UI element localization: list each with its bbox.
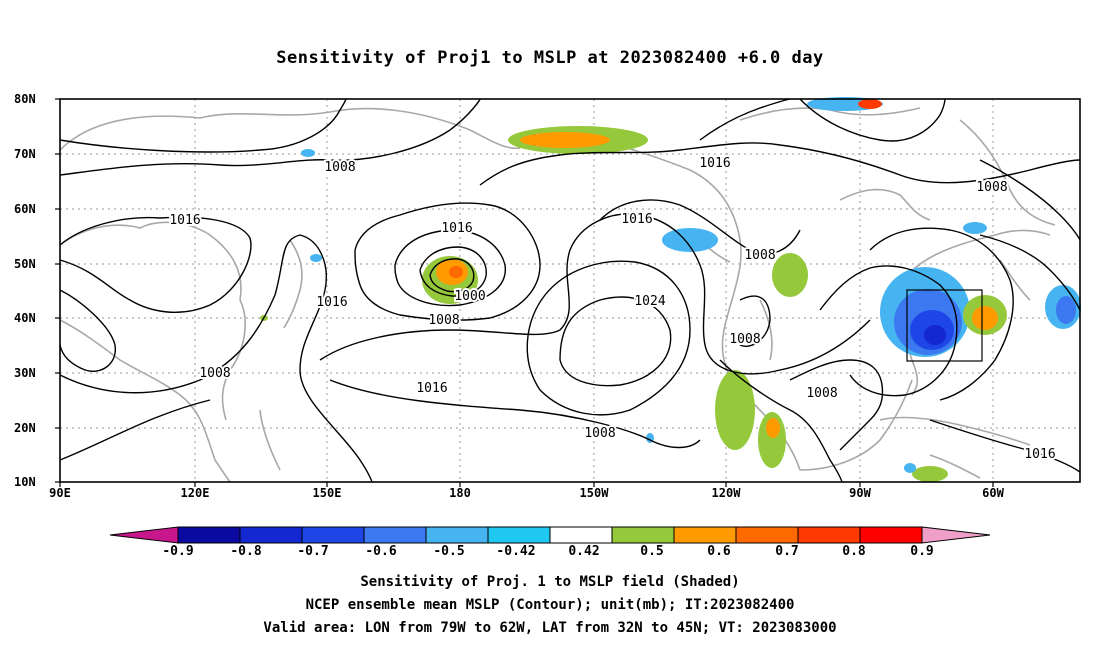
caption-line-3: Valid area: LON from 79W to 62W, LAT fro… [263,620,837,636]
colorbar-swatch [673,526,737,544]
colorbar-label: 0.6 [707,544,731,559]
caption-line-2: NCEP ensemble mean MSLP (Contour); unit(… [305,597,795,613]
colorbar-swatch [797,526,861,544]
colorbar-label: -0.7 [297,544,329,559]
sensitivity-shading [260,97,1081,482]
shade-negative-labrador [963,222,987,234]
lon-label: 120E [180,486,210,500]
contour-label: 1016 [441,221,472,236]
contour-labels: 1008 1016 1016 1008 1016 1000 1008 1016 … [167,154,1057,464]
colorbar-label: 0.9 [910,544,934,559]
contour-label: 1016 [699,156,730,171]
colorbar-label: 0.8 [842,544,866,559]
lon-label: 120W [711,486,741,500]
contour-label: 1000 [454,289,485,304]
shade-orange-north-pacific [520,132,610,148]
lon-label: 180 [449,486,471,500]
map-title: Sensitivity of Proj1 to MSLP at 20230824… [276,48,824,68]
colorbar-swatch [735,526,799,544]
lon-label: 60W [982,486,1004,500]
contour-label: 1008 [584,426,615,441]
lon-label: 150E [312,486,342,500]
caption-line-1: Sensitivity of Proj. 1 to MSLP field (Sh… [360,574,740,590]
contour-label: 1008 [324,160,355,175]
plot-border [59,98,1081,483]
lat-label: 40N [14,311,36,325]
colorbar-arrow-right [921,526,991,544]
shade-positive-mexico [715,370,755,450]
shade-negative-gulf-alaska [662,228,718,252]
colorbar-swatch [549,526,613,544]
shade-red-dateline [449,266,463,278]
contour-label: 1008 [744,248,775,263]
colorbar-swatch [487,526,551,544]
colorbar-swatch [611,526,675,544]
lat-label: 10N [14,475,36,489]
lat-label: 20N [14,421,36,435]
colorbar-label: 0.5 [640,544,664,559]
tick-marks [55,98,994,487]
colorbar [109,526,991,544]
lat-label: 50N [14,257,36,271]
shade-orange-atlantic [972,306,998,330]
lat-label: 80N [14,92,36,106]
colorbar-label: 0.42 [568,544,600,559]
colorbar-label: -0.9 [162,544,194,559]
contour-label: 1008 [199,366,230,381]
contour-label: 1024 [634,294,665,309]
contour-label: 1008 [428,313,459,328]
lat-label: 30N [14,366,36,380]
colorbar-swatch [425,526,489,544]
lon-label: 150W [579,486,609,500]
contour-label: 1016 [1024,447,1055,462]
mslp-contours [59,98,1081,483]
lat-label: 70N [14,147,36,161]
shade-red-arctic [858,99,882,109]
colorbar-swatch [363,526,427,544]
colorbar-label: -0.5 [433,544,465,559]
colorbar-swatch [859,526,923,544]
colorbar-label: -0.8 [230,544,262,559]
shade-orange-mexico [766,418,780,438]
contour-label: 1008 [729,332,760,347]
shade-negative-caribbean [904,463,916,473]
colorbar-label: -0.6 [365,544,397,559]
contour-label: 1016 [416,381,447,396]
colorbar-swatch [177,526,241,544]
colorbar-swatch [301,526,365,544]
shade-negative-siberia [301,149,315,157]
valid-area-box [906,289,983,362]
lon-label: 90E [49,486,71,500]
colorbar-arrow-left [109,526,179,544]
shade-negative-east-us-4 [924,325,946,345]
colorbar-label: -0.42 [496,544,536,559]
shade-negative-japan [310,254,322,262]
shade-positive-rockies [772,253,808,297]
lon-label: 90W [849,486,871,500]
colorbar-swatch [239,526,303,544]
colorbar-label: 0.7 [775,544,799,559]
lat-label: 60N [14,202,36,216]
shade-positive-caribbean [912,466,948,482]
contour-label: 1008 [976,180,1007,195]
shade-negative-far-atlantic-2 [1056,296,1076,324]
contour-label: 1016 [169,213,200,228]
contour-label: 1008 [806,386,837,401]
contour-label: 1016 [316,295,347,310]
contour-label: 1016 [621,212,652,227]
